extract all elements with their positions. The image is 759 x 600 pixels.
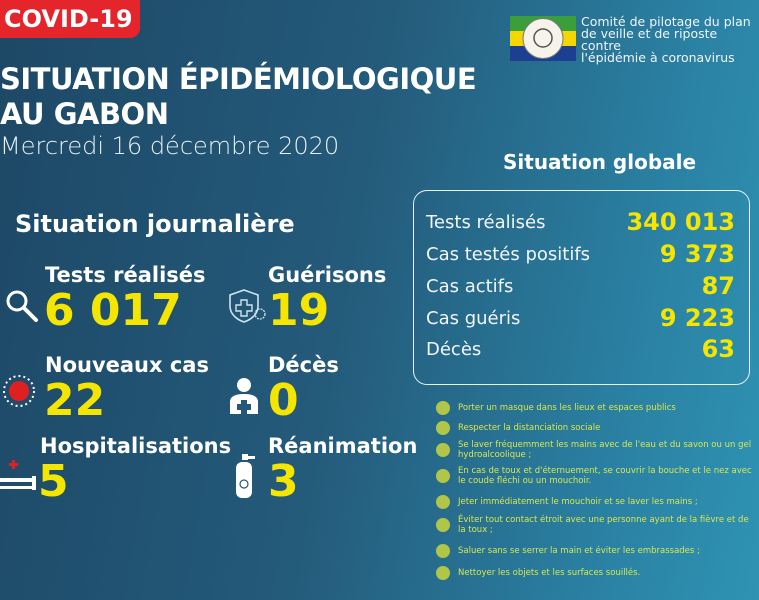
global-row-label: Cas actifs [426, 275, 514, 297]
cleaning-icon [436, 566, 450, 580]
daily-new-cases-value: 22 [44, 375, 106, 426]
global-row-label: Cas guéris [426, 307, 521, 329]
daily-deaths-label: Décès [268, 353, 339, 377]
virus-icon [3, 375, 35, 407]
global-row: Décès 63 [426, 334, 735, 364]
global-row-label: Cas testés positifs [426, 243, 591, 265]
person-cross-icon [230, 378, 258, 414]
handwash-icon [436, 495, 450, 509]
date: Mercredi 16 décembre 2020 [0, 132, 340, 160]
daily-deaths-value: 0 [268, 375, 299, 426]
global-row: Tests réalisés 340 013 [426, 207, 735, 237]
tip-distancing: Respecter la distanciation sociale [436, 421, 756, 435]
gabon-flag-logo [510, 16, 576, 61]
global-row: Cas actifs 87 [426, 271, 735, 301]
global-row-value: 87 [701, 272, 735, 300]
page-title-line1: SITUATION ÉPIDÉMIOLOGIQUE [0, 62, 477, 96]
global-row: Cas testés positifs 9 373 [426, 239, 735, 269]
hospital-bed-icon [0, 460, 36, 490]
magnifier-icon [6, 290, 38, 322]
tip-cleaning: Nettoyer les objets et les surfaces soui… [436, 566, 756, 580]
daily-icu-label: Réanimation [268, 434, 418, 458]
covid-badge: COVID-19 [0, 0, 140, 38]
tip-mask: Porter un masque dans les lieux et espac… [436, 401, 756, 415]
daily-new-cases-label: Nouveaux cas [45, 353, 209, 377]
tip-handwashing: Se laver fréquemment les mains avec de l… [436, 440, 756, 460]
daily-tests-label: Tests réalisés [45, 263, 206, 287]
page-title-line2: AU GABON [0, 97, 169, 131]
oxygen-tank-icon [236, 454, 255, 498]
daily-tests-value: 6 017 [44, 285, 182, 336]
daily-heading: Situation journalière [15, 210, 295, 238]
daily-recoveries-value: 19 [268, 285, 330, 336]
organization-name: Comité de pilotage du plan de veille et d… [581, 14, 751, 65]
global-row-label: Tests réalisés [426, 211, 546, 233]
global-stats-table: Tests réalisés 340 013 Cas testés positif… [413, 190, 750, 385]
handwash-icon [436, 443, 450, 457]
distancing-icon [436, 421, 450, 435]
tip-tissue: Jeter immédiatement le mouchoir et se la… [436, 495, 756, 509]
daily-hospitalisations-value: 5 [38, 456, 69, 507]
global-row: Cas guéris 9 223 [426, 303, 735, 333]
tip-greeting: Saluer sans se serrer la main et éviter … [436, 544, 756, 558]
global-row-value: 340 013 [626, 208, 735, 236]
tip-cough: En cas de toux et d'éternuement, se couv… [436, 466, 756, 486]
distancing-icon [436, 518, 450, 532]
mask-icon [436, 401, 450, 415]
daily-icu-value: 3 [268, 456, 299, 507]
global-row-value: 63 [701, 335, 735, 363]
tip-avoid-contact: Éviter tout contact étroit avec une pers… [436, 515, 756, 535]
global-heading: Situation globale [503, 150, 697, 174]
global-row-value: 9 223 [659, 304, 735, 332]
global-row-label: Décès [426, 338, 482, 360]
cough-icon [436, 469, 450, 483]
shield-cross-icon [229, 289, 266, 323]
daily-recoveries-label: Guérisons [268, 263, 387, 287]
global-row-value: 9 373 [659, 240, 735, 268]
greeting-icon [436, 544, 450, 558]
daily-hospitalisations-label: Hospitalisations [40, 434, 232, 458]
